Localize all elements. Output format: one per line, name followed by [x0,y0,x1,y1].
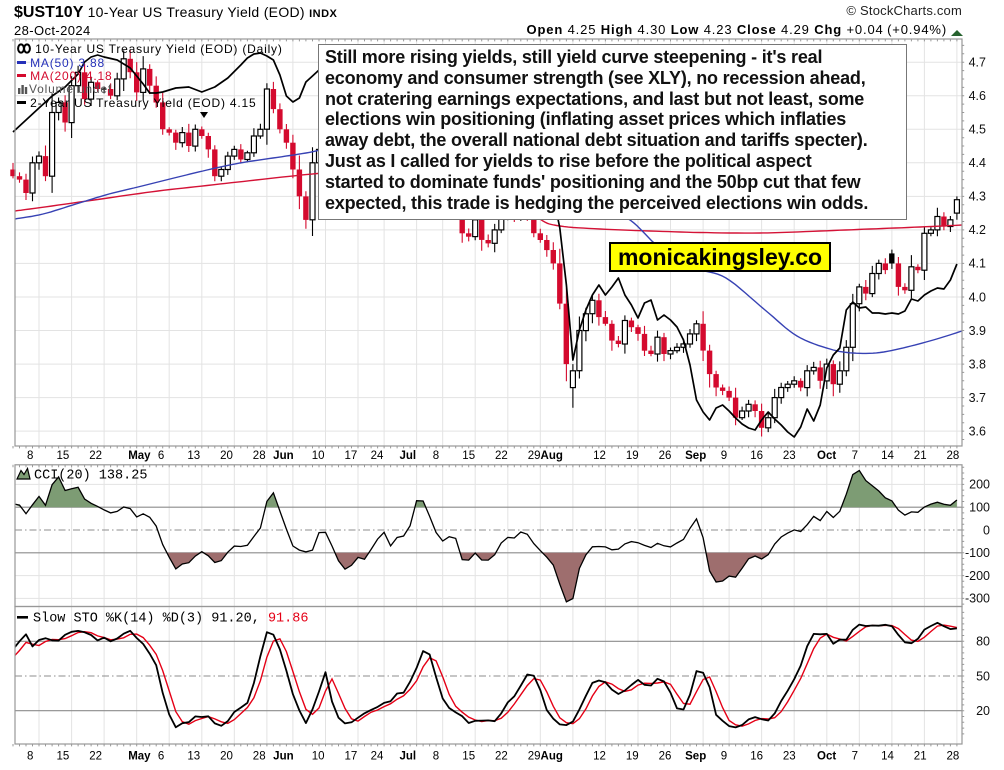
svg-text:15: 15 [57,450,70,462]
svg-text:28: 28 [253,751,266,763]
svg-text:0: 0 [983,523,990,537]
svg-text:14: 14 [881,751,894,763]
svg-text:22: 22 [89,450,102,462]
svg-text:3.9: 3.9 [969,324,986,338]
svg-text:Jul: Jul [399,751,416,763]
svg-text:4.6: 4.6 [969,89,986,103]
svg-text:8: 8 [433,751,439,763]
svg-text:May: May [128,751,151,763]
svg-text:Sep: Sep [685,450,706,462]
svg-text:7: 7 [852,450,858,462]
svg-text:7: 7 [852,751,858,763]
svg-text:12: 12 [593,751,606,763]
svg-text:4.5: 4.5 [969,123,986,137]
svg-text:10: 10 [312,751,325,763]
svg-text:15: 15 [462,450,475,462]
svg-text:8: 8 [27,751,33,763]
svg-text:26: 26 [659,450,672,462]
svg-text:-100: -100 [965,546,990,560]
svg-text:20: 20 [220,751,233,763]
svg-text:17: 17 [345,751,358,763]
svg-text:13: 13 [187,751,200,763]
svg-text:Jun: Jun [273,751,293,763]
svg-text:3.8: 3.8 [969,357,986,371]
svg-text:3.7: 3.7 [969,391,986,405]
svg-text:16: 16 [750,450,763,462]
svg-text:23: 23 [783,751,796,763]
svg-text:17: 17 [345,450,358,462]
svg-text:4.0: 4.0 [969,290,986,304]
svg-text:23: 23 [783,450,796,462]
svg-text:9: 9 [721,450,727,462]
svg-text:Oct: Oct [817,450,836,462]
svg-text:-200: -200 [965,569,990,583]
svg-text:29: 29 [528,450,541,462]
svg-text:22: 22 [495,450,508,462]
svg-text:28: 28 [947,450,960,462]
svg-text:21: 21 [914,450,927,462]
svg-text:28: 28 [947,751,960,763]
svg-text:Jul: Jul [399,450,416,462]
svg-text:15: 15 [57,751,70,763]
svg-text:26: 26 [659,751,672,763]
svg-text:100: 100 [969,501,990,515]
svg-text:16: 16 [750,751,763,763]
svg-text:15: 15 [462,751,475,763]
svg-text:6: 6 [158,751,164,763]
svg-text:22: 22 [89,751,102,763]
svg-text:50: 50 [976,669,990,683]
svg-text:4.3: 4.3 [969,190,986,204]
svg-text:Aug: Aug [541,450,563,462]
svg-text:12: 12 [593,450,606,462]
svg-text:4.1: 4.1 [969,257,986,271]
svg-text:Oct: Oct [817,751,836,763]
svg-text:Aug: Aug [541,751,563,763]
svg-text:29: 29 [528,751,541,763]
svg-text:4.2: 4.2 [969,223,986,237]
svg-text:Sep: Sep [685,751,706,763]
svg-text:24: 24 [371,751,384,763]
svg-text:22: 22 [495,751,508,763]
svg-text:13: 13 [187,450,200,462]
svg-text:20: 20 [976,704,990,718]
svg-text:19: 19 [626,751,639,763]
svg-text:24: 24 [371,450,384,462]
svg-text:80: 80 [976,635,990,649]
svg-text:19: 19 [626,450,639,462]
svg-text:-300: -300 [965,592,990,606]
svg-text:14: 14 [881,450,894,462]
svg-text:20: 20 [220,450,233,462]
svg-text:10: 10 [312,450,325,462]
svg-text:Jun: Jun [273,450,293,462]
svg-text:May: May [128,450,151,462]
svg-text:9: 9 [721,751,727,763]
svg-text:6: 6 [158,450,164,462]
svg-text:CCI(20) 138.25: CCI(20) 138.25 [34,469,147,484]
svg-text:Slow STO %K(14) %D(3) 91.20, 9: Slow STO %K(14) %D(3) 91.20, 91.86 [33,612,308,627]
svg-text:200: 200 [969,478,990,492]
svg-text:3.6: 3.6 [969,424,986,438]
svg-text:21: 21 [914,751,927,763]
svg-text:4.4: 4.4 [969,156,986,170]
svg-text:28: 28 [253,450,266,462]
svg-text:8: 8 [27,450,33,462]
svg-text:4.7: 4.7 [969,56,986,70]
svg-text:8: 8 [433,450,439,462]
